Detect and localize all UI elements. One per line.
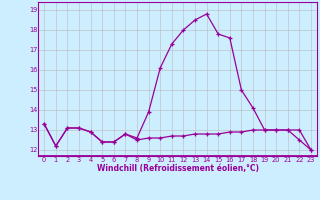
- X-axis label: Windchill (Refroidissement éolien,°C): Windchill (Refroidissement éolien,°C): [97, 164, 259, 173]
